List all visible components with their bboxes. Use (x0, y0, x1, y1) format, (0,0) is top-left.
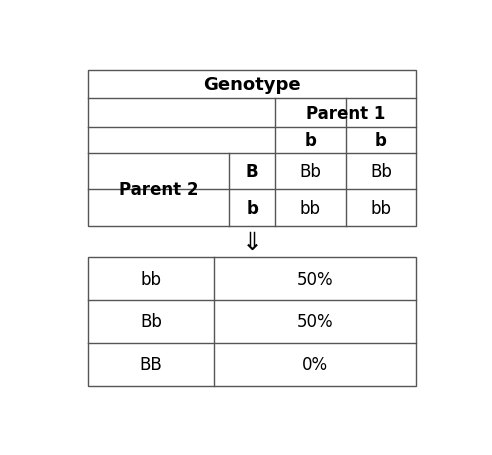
Text: Bb: Bb (300, 162, 321, 181)
Text: 50%: 50% (297, 313, 334, 331)
Text: Bb: Bb (370, 162, 392, 181)
Text: Bb: Bb (140, 313, 162, 331)
Text: Parent 2: Parent 2 (119, 181, 198, 199)
Text: BB: BB (140, 355, 162, 374)
Text: bb: bb (370, 199, 391, 217)
Text: 50%: 50% (297, 270, 334, 288)
Text: 0%: 0% (302, 355, 328, 374)
Text: b: b (246, 199, 258, 217)
Text: Parent 1: Parent 1 (306, 105, 385, 122)
Text: b: b (305, 131, 316, 150)
Bar (88, 71, 416, 226)
Text: bb: bb (300, 199, 321, 217)
Text: bb: bb (141, 270, 161, 288)
Text: B: B (246, 162, 258, 181)
Text: Genotype: Genotype (203, 76, 301, 94)
Text: b: b (375, 131, 387, 150)
Text: ⇓: ⇓ (242, 230, 263, 254)
Bar (88, 258, 416, 386)
